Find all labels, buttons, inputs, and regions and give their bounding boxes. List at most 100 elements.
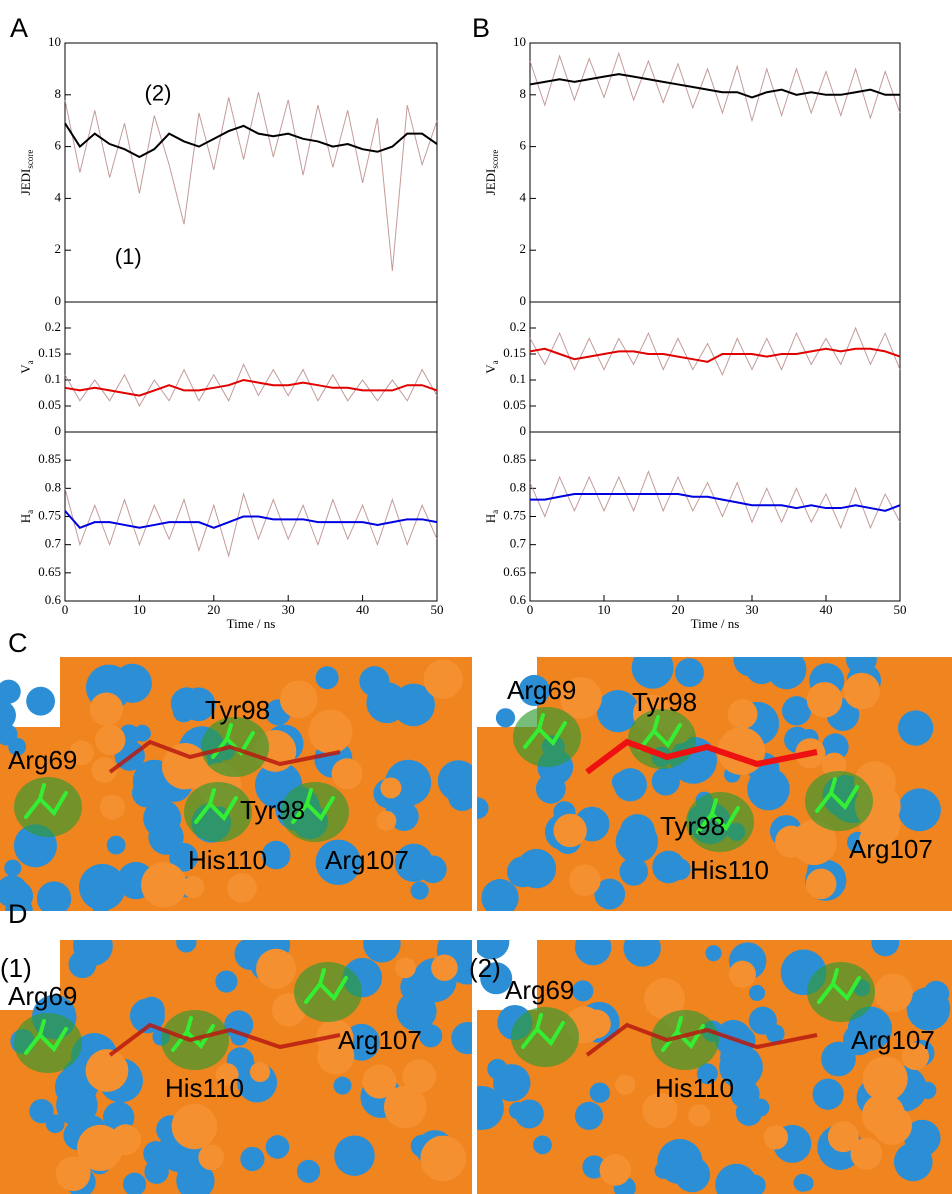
residue-stick (638, 715, 682, 751)
residue-stick (815, 777, 859, 813)
orange-bump (872, 1105, 913, 1145)
y-tick-label: 10 (513, 34, 526, 49)
blue-patch (506, 856, 538, 888)
running-average (529, 347, 901, 363)
blue-patch (696, 1063, 718, 1085)
blue-patch (705, 945, 722, 962)
y-axis-label: Ha (483, 510, 500, 523)
blue-patch (410, 881, 429, 900)
y-tick-label: 4 (520, 189, 527, 204)
orange-bump (423, 659, 463, 699)
orange-bump (420, 1135, 467, 1182)
x-tick-label: 50 (894, 602, 907, 617)
x-tick-label: 20 (672, 602, 685, 617)
running-average (64, 378, 438, 397)
orange-bump (215, 1063, 239, 1087)
plot-frame (529, 42, 901, 303)
orange-bump (559, 676, 602, 719)
residue-stick (291, 788, 335, 824)
blue-patch (766, 657, 807, 690)
y-tick-label: 0.2 (510, 319, 526, 334)
x-tick-label: 20 (207, 602, 220, 617)
y-tick-label: 0 (520, 293, 527, 308)
blue-patch (518, 674, 550, 707)
orange-bump (331, 758, 363, 790)
y-label-sub: a (490, 360, 500, 364)
blue-patch (508, 1101, 527, 1120)
blue-patch (842, 1024, 875, 1056)
residue-stick (696, 798, 740, 834)
blue-patch (748, 984, 766, 1001)
molecule-image (0, 657, 472, 911)
y-tick-label: 0.15 (38, 345, 61, 360)
blue-patch (169, 842, 198, 872)
blue-patch (674, 1156, 711, 1193)
x-tick-label: 10 (133, 602, 146, 617)
image-tag: (2) (469, 953, 501, 983)
orange-bump (110, 1124, 142, 1156)
blue-patch (613, 768, 647, 802)
residue-label: Arg107 (851, 1025, 935, 1055)
blue-patch (821, 1041, 856, 1077)
running-average (64, 122, 438, 159)
residue-label: Arg69 (8, 745, 77, 775)
blue-patch (495, 708, 516, 728)
y-tick-label: 2 (520, 241, 527, 256)
running-average (530, 492, 901, 512)
blue-patch (574, 940, 612, 966)
blue-patch (0, 875, 29, 908)
orange-bump (874, 973, 913, 1013)
x-tick-label: 40 (820, 602, 833, 617)
orange-bump (256, 948, 297, 989)
blue-patch (106, 835, 126, 855)
residue-label: Arg107 (338, 1025, 422, 1055)
blue-patch (143, 799, 182, 838)
y-tick-label: 0.65 (503, 564, 526, 579)
y-tick-label: 0.8 (510, 479, 526, 494)
orange-bump (171, 1103, 218, 1150)
blue-patch (906, 987, 951, 1031)
blue-patch (4, 859, 22, 877)
x-tick-label: 0 (62, 602, 69, 617)
blue-patch (477, 940, 510, 960)
residue-label: Arg69 (507, 675, 576, 705)
blue-patch (821, 733, 849, 761)
orange-bump (380, 777, 402, 799)
orange-bump (688, 1104, 711, 1127)
orange-bump (85, 1049, 129, 1092)
blue-patch (477, 1085, 504, 1131)
x-tick-label: 40 (356, 602, 369, 617)
orange-bump (553, 813, 587, 848)
ligand (108, 739, 341, 774)
orange-bump (279, 680, 318, 719)
orange-bump (806, 682, 843, 718)
blue-patch (26, 686, 56, 716)
residue-label: Arg107 (849, 834, 933, 864)
blue-patch (898, 710, 934, 746)
blue-patch (78, 863, 126, 911)
blue-patch (765, 1024, 785, 1043)
blue-patch (623, 940, 661, 967)
y-tick-label: 6 (55, 138, 62, 153)
raw-trace (64, 363, 438, 408)
plot-frame (64, 301, 438, 433)
panel-label: D (8, 899, 28, 929)
y-tick-label: 0.75 (38, 507, 61, 522)
blue-patch (572, 980, 594, 1002)
y-tick-label: 8 (55, 86, 62, 101)
residue-label: Arg107 (325, 845, 409, 875)
running-average (64, 510, 438, 529)
y-tick-label: 10 (48, 34, 61, 49)
orange-bump (901, 1042, 929, 1070)
blue-patch (651, 767, 680, 796)
blue-patch (594, 878, 626, 910)
blue-patch (477, 797, 489, 819)
residue-label: His110 (188, 845, 267, 875)
annotation: (1) (115, 244, 142, 269)
blue-patch (781, 696, 812, 726)
orange-bump (182, 876, 205, 899)
blue-patch (919, 1081, 937, 1100)
blue-patch (240, 1146, 265, 1172)
blue-patch (359, 666, 390, 697)
